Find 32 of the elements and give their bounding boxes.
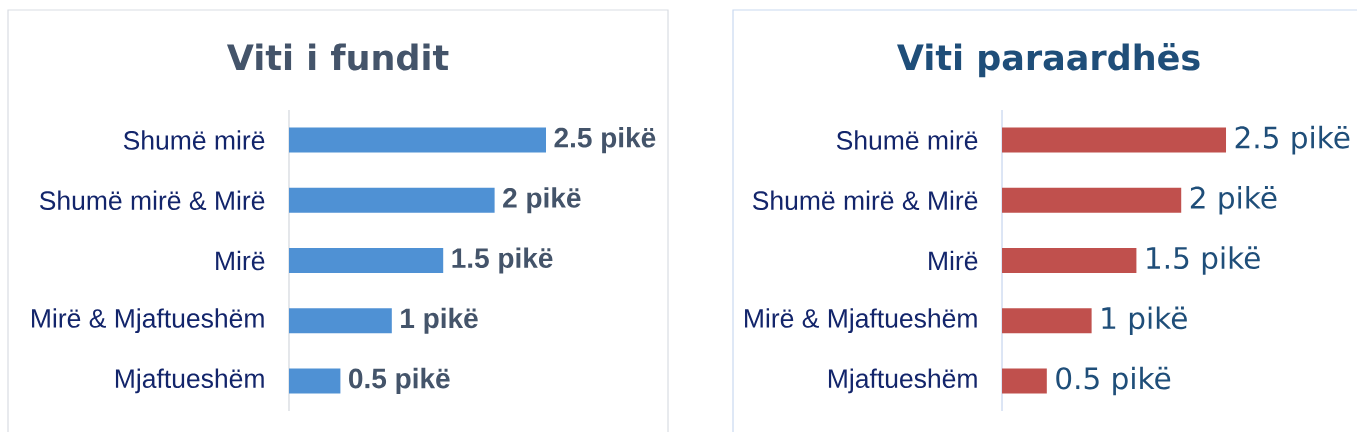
y-tick-label: Shumë mirë & Mirë	[752, 190, 978, 211]
chart-title: Viti i fundit	[226, 43, 449, 71]
data-label: 2 pikë	[503, 187, 581, 214]
y-tick-label: Mirë & Mjaftueshëm	[745, 308, 977, 334]
chart-title: Viti paraardhës	[897, 42, 1200, 78]
data-label: 2 pikë	[1190, 186, 1277, 215]
bar	[1002, 248, 1137, 273]
data-label: 1 pikë	[401, 307, 478, 334]
y-tick-label: Shumë mirë & Mirë	[39, 190, 265, 211]
bar	[289, 187, 495, 213]
bar	[289, 308, 392, 334]
y-tick-label: Mirë	[216, 250, 265, 271]
bar	[1002, 127, 1227, 153]
bar	[1002, 187, 1182, 213]
data-label: 1 pikë	[1102, 306, 1187, 335]
bar	[289, 248, 444, 273]
bar	[289, 127, 546, 153]
bar	[1002, 368, 1047, 394]
y-tick-label: Mirë	[929, 250, 978, 271]
data-label: 0.5 pikë	[349, 367, 450, 394]
data-label: 2.5 pikë	[554, 127, 656, 154]
data-label: 1.5 pikë	[452, 247, 553, 274]
y-tick-label: Mjaftueshëm	[828, 368, 977, 394]
y-tick-label: Mirë & Mjaftueshëm	[32, 308, 264, 334]
data-label: 1.5 pikë	[1147, 246, 1260, 275]
bar	[289, 368, 341, 394]
bar	[1002, 308, 1092, 334]
y-tick-label: Shumë mirë	[836, 130, 978, 150]
data-label: 0.5 pikë	[1056, 366, 1171, 396]
y-tick-label: Mjaftueshëm	[115, 368, 264, 394]
y-tick-label: Shumë mirë	[123, 130, 265, 150]
data-label: 2.5 pikë	[1235, 125, 1350, 155]
